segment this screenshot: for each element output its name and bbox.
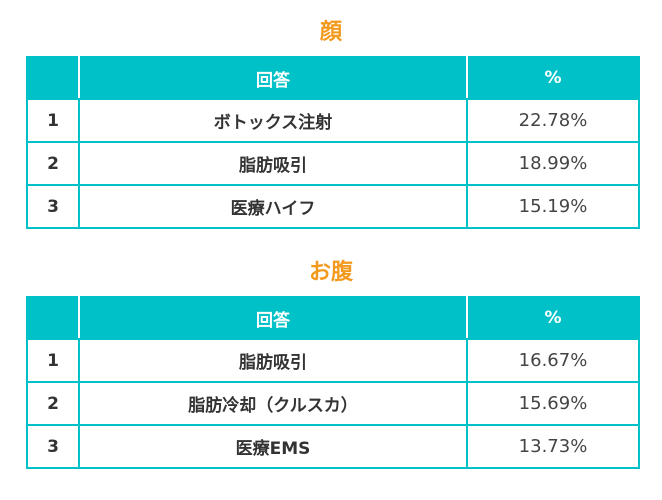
- rank-cell: 2: [26, 141, 80, 186]
- rank-cell: 2: [26, 381, 80, 426]
- answer-cell: ボトックス注射: [78, 98, 468, 143]
- rank-column-header: [26, 296, 80, 340]
- percent-cell: 22.78%: [466, 98, 640, 143]
- answer-cell: 医療EMS: [78, 424, 468, 469]
- ranking-table-belly: 回答 % 1 脂肪吸引 16.67% 2 脂肪冷却（クルスカ） 15.69% 3…: [26, 296, 640, 469]
- table-header-row: 回答 %: [26, 296, 640, 340]
- answer-cell: 脂肪吸引: [78, 141, 468, 186]
- ranking-table-face: 回答 % 1 ボトックス注射 22.78% 2 脂肪吸引 18.99% 3 医療…: [26, 56, 640, 229]
- rank-column-header: [26, 56, 80, 100]
- table-row: 3 医療EMS 13.73%: [26, 424, 640, 469]
- answer-column-header: 回答: [78, 56, 468, 100]
- answer-cell: 医療ハイフ: [78, 184, 468, 229]
- percent-cell: 13.73%: [466, 424, 640, 469]
- table-row: 2 脂肪吸引 18.99%: [26, 141, 640, 186]
- section-title-belly: お腹: [308, 260, 353, 285]
- rank-cell: 3: [26, 424, 80, 469]
- table-row: 2 脂肪冷却（クルスカ） 15.69%: [26, 381, 640, 426]
- table-row: 1 ボトックス注射 22.78%: [26, 98, 640, 143]
- rank-cell: 1: [26, 98, 80, 143]
- percent-column-header: %: [466, 296, 640, 340]
- answer-cell: 脂肪吸引: [78, 338, 468, 383]
- percent-cell: 15.69%: [466, 381, 640, 426]
- percent-cell: 16.67%: [466, 338, 640, 383]
- table-row: 3 医療ハイフ 15.19%: [26, 184, 640, 229]
- table-header-row: 回答 %: [26, 56, 640, 100]
- percent-column-header: %: [466, 56, 640, 100]
- percent-cell: 18.99%: [466, 141, 640, 186]
- answer-cell: 脂肪冷却（クルスカ）: [78, 381, 468, 426]
- percent-cell: 15.19%: [466, 184, 640, 229]
- rank-cell: 3: [26, 184, 80, 229]
- section-title-face: 顔: [319, 20, 342, 45]
- answer-column-header: 回答: [78, 296, 468, 340]
- table-row: 1 脂肪吸引 16.67%: [26, 338, 640, 383]
- rank-cell: 1: [26, 338, 80, 383]
